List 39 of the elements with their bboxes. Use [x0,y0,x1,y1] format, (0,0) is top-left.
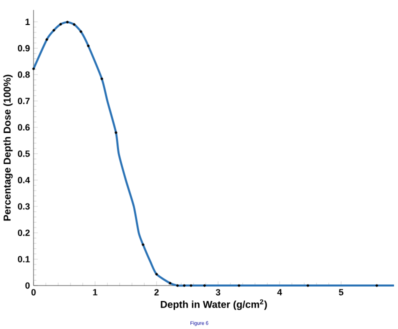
x-tick-label: 1 [93,289,98,296]
point [80,30,82,33]
point [238,284,240,287]
x-axis-title: Depth in Water (g/cm$^{2}$) [160,299,267,310]
y-tick-label: 0 [25,282,30,289]
point [59,22,62,26]
x-tick-label: 2 [154,289,159,296]
point [72,23,76,26]
x-tick-label: 5 [338,289,344,296]
x-tick-label: 4 [277,289,282,296]
y-tick-label: 0.7 [18,98,30,104]
y-tick-label: 0.6 [18,124,30,130]
point [155,272,158,276]
y-tick-label: 0.8 [18,71,30,78]
y-tick-label: 0.5 [18,150,30,157]
y-tick-label: 0.2 [18,230,30,236]
point [182,284,186,287]
x-tick-label: 0 [31,289,36,296]
point [66,20,69,24]
y-tick-label: 0.3 [18,203,30,210]
y-tick-label: 0.9 [18,44,30,52]
point [32,67,35,70]
y-tick-label: 1 [26,18,30,25]
point [190,284,192,287]
point [46,38,48,41]
point [142,243,144,246]
y-axis-title: Percentage Depth Dose (100%) [3,74,13,221]
point [114,131,118,134]
point [168,282,172,284]
point [203,284,206,287]
point [87,44,90,48]
x-tick-label: 3 [216,289,220,296]
y-tick-label: 0.4 [18,176,30,184]
y-tick-label: 0.1 [18,256,30,262]
point [100,77,104,80]
point [375,284,378,287]
point [52,28,56,32]
point [176,284,179,287]
point [306,284,310,287]
